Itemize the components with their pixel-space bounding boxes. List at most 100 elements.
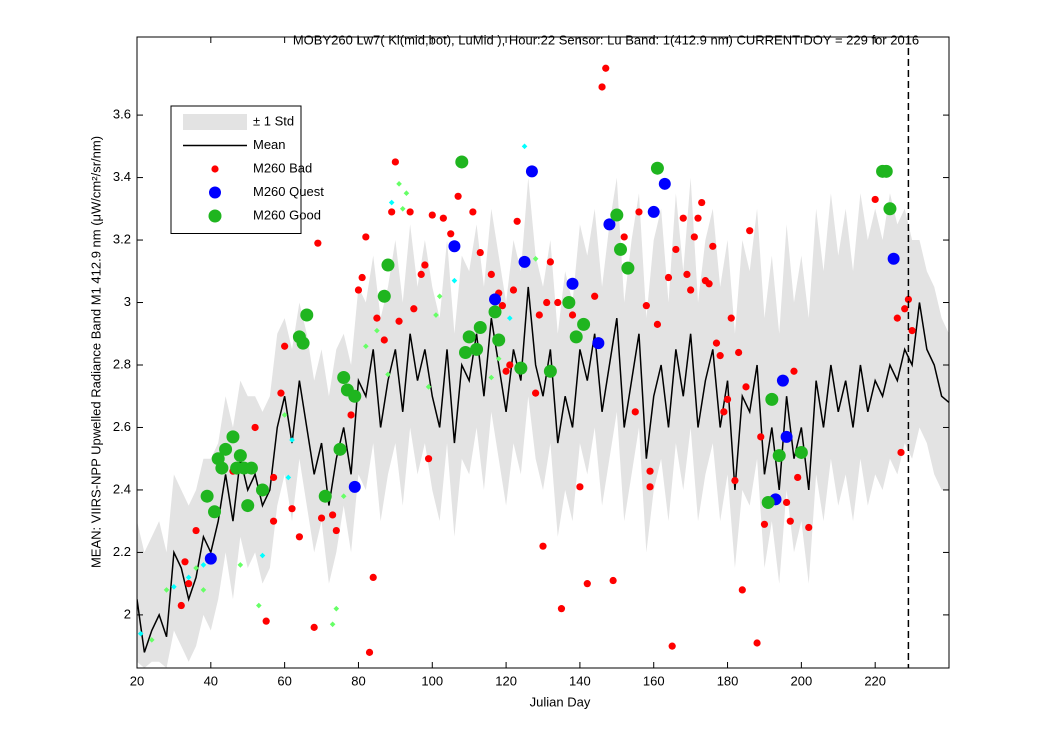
point [609,576,617,585]
point [181,558,189,566]
point [377,289,391,303]
point [514,361,528,375]
point [476,248,484,257]
small-point [281,412,288,418]
small-point [532,255,539,262]
point [653,320,662,328]
point [557,605,566,613]
point [546,258,554,266]
point [269,473,278,482]
point [794,473,802,482]
small-point [237,562,244,568]
point [772,449,786,463]
point [712,339,721,347]
point [716,352,724,360]
point [391,158,399,166]
y-axis-label: MEAN: VIIRS-NPP Upwelled Radiance Band M… [88,136,103,568]
plot-frame [136,36,950,669]
point [487,270,495,279]
point [215,461,229,475]
point [646,483,654,491]
point [690,233,698,241]
point [177,601,185,610]
small-point [425,384,432,390]
x-tick-label: 40 [204,673,218,688]
point [614,242,628,256]
point [281,342,289,350]
point [901,305,909,313]
point [727,314,735,322]
point [887,252,900,265]
point [255,483,269,497]
point [761,495,775,509]
point [760,520,769,528]
point [380,336,388,344]
point [208,505,222,519]
x-tick-label: 220 [864,673,886,688]
point [488,305,502,319]
y-tick-label: 2.2 [113,544,131,559]
point [705,280,713,288]
point [318,489,332,503]
small-point [403,190,410,196]
point [185,580,193,588]
point [439,214,447,222]
point [583,580,591,588]
x-tick-label: 200 [791,673,813,688]
point [200,489,214,503]
small-point [193,565,199,571]
small-point [148,637,155,643]
small-point [259,552,266,559]
point [204,552,217,565]
y-tick-label: 2.4 [113,481,131,496]
small-point [388,199,395,206]
x-axis-label: Julian Day [530,694,591,709]
x-tick-label: 160 [643,673,665,688]
point [871,195,879,204]
small-point [185,574,192,581]
point [646,467,654,475]
small-point [506,315,513,321]
small-point [171,583,177,590]
point [776,374,789,387]
point [421,261,429,269]
point [333,442,347,456]
point [679,214,687,222]
small-point [436,293,443,300]
point [424,455,433,463]
point [562,296,576,310]
point [532,389,540,397]
y-tick-label: 2 [124,606,131,621]
point [454,192,462,200]
point [329,511,337,519]
y-tick-label: 3.4 [113,169,131,184]
small-point [163,587,170,593]
point [591,292,599,300]
point [498,302,506,310]
small-point [329,621,336,628]
point [362,233,370,241]
point [310,623,318,631]
legend-label: Mean [253,137,286,152]
point [786,517,794,525]
small-point [433,312,439,318]
point [518,255,531,268]
point [568,311,577,319]
point [233,449,247,463]
point [295,533,303,541]
small-point [289,437,295,443]
point [447,230,455,238]
small-point [495,355,502,362]
point [576,483,584,491]
x-tick-label: 180 [717,673,739,688]
point [448,240,461,253]
point [226,430,240,444]
point [489,293,502,306]
small-point [488,374,495,381]
point [598,83,606,91]
point [664,273,673,282]
point [603,218,616,231]
legend-swatch [208,209,222,223]
legend-label: M260 Bad [253,160,312,175]
point [694,214,702,222]
